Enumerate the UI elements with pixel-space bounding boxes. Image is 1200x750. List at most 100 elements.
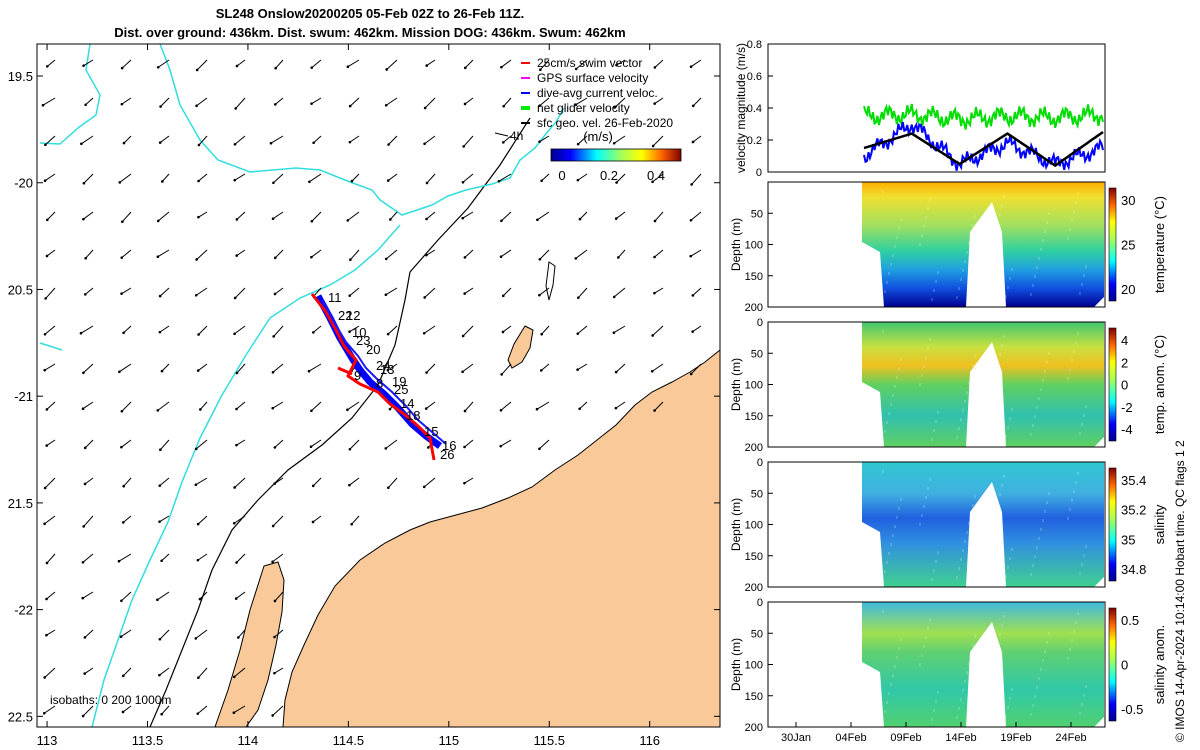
velocity-arrow-head — [273, 292, 277, 296]
map-xtick-label: 114.5 — [333, 733, 365, 748]
velocity-arrow — [579, 401, 588, 410]
section-texture — [999, 633, 1001, 636]
velocity-arrow-head — [424, 407, 428, 410]
section-texture — [1083, 414, 1085, 417]
section-texture — [925, 496, 927, 499]
velocity-arrow — [426, 249, 436, 256]
section-texture — [929, 198, 931, 201]
section-colorbar-tick-label: 0 — [1121, 658, 1128, 673]
section-texture — [1046, 641, 1048, 644]
velocity-arrow-head — [232, 675, 236, 679]
velocity-arrow-head — [43, 368, 47, 372]
velocity-arrow-head — [233, 332, 236, 336]
velocity-arrow — [423, 477, 436, 488]
velocity-arrow — [462, 211, 474, 219]
section-texture — [892, 254, 894, 257]
velocity-arrow-head — [237, 636, 240, 639]
velocity-arrow-head — [232, 711, 236, 714]
map-xtick-label: 113.5 — [132, 733, 164, 748]
velocity-arrow-head — [81, 407, 85, 410]
section-texture — [1048, 352, 1050, 355]
section-texture — [1085, 405, 1087, 408]
velocity-arrow — [196, 97, 208, 107]
velocity-arrow — [274, 591, 284, 602]
velocity-arrow — [198, 211, 208, 218]
section-texture — [896, 376, 898, 379]
velocity-arrow-head — [83, 446, 87, 450]
section-texture — [1009, 417, 1011, 420]
map-colorbar-title: (m/s) — [583, 129, 613, 144]
velocity-arrow — [616, 173, 626, 183]
section-texture — [1040, 668, 1042, 671]
velocity-arrow-head — [612, 295, 616, 299]
velocity-arrow-head — [272, 181, 275, 185]
velocity-arrow-head — [423, 142, 426, 146]
velocity-arrow-head — [81, 596, 85, 600]
velocity-arrow — [503, 97, 512, 107]
velocity-arrow — [539, 135, 550, 143]
section-texture — [1042, 659, 1044, 662]
velocity-arrow-head — [120, 66, 124, 70]
velocity-arrow-head — [43, 486, 47, 490]
velocity-arrow — [236, 553, 246, 563]
velocity-arrow — [46, 59, 56, 67]
velocity-arrow — [272, 363, 284, 373]
velocity-arrow-head — [122, 331, 125, 335]
section-texture — [1034, 555, 1036, 558]
velocity-arrow-head — [43, 522, 46, 526]
section-texture — [1011, 688, 1013, 691]
velocity-arrow — [236, 439, 246, 446]
velocity-arrow-head — [615, 181, 618, 184]
section-texture — [935, 700, 937, 703]
velocity-arrow-head — [576, 368, 579, 371]
velocity-arrow-head — [538, 140, 541, 143]
section-texture — [962, 409, 964, 412]
section-texture — [1030, 293, 1032, 296]
section-texture — [966, 531, 968, 534]
velocity-arrow-head — [653, 102, 656, 105]
velocity-arrow — [692, 325, 702, 332]
section-colorbar-tick-label: 35.2 — [1121, 503, 1146, 518]
velocity-arrow-head — [45, 561, 49, 565]
velocity-ytick-label: 0 — [756, 167, 762, 179]
velocity-arrow-head — [425, 64, 428, 67]
velocity-arrow-head — [156, 409, 160, 412]
velocity-arrow-head — [273, 446, 277, 449]
velocity-arrow — [234, 173, 246, 181]
section-xtick-label: 19Feb — [1000, 732, 1031, 744]
velocity-arrow — [426, 59, 436, 66]
velocity-arrow-head — [461, 334, 465, 338]
track-day-label: 8 — [376, 376, 383, 391]
velocity-arrow — [617, 249, 626, 258]
section-texture — [1032, 704, 1034, 707]
section-texture — [937, 551, 939, 554]
section-ytick-label: 200 — [745, 722, 763, 734]
section-texture — [886, 281, 888, 284]
velocity-arrow — [502, 135, 512, 143]
velocity-arrow — [274, 667, 284, 674]
velocity-arrow — [311, 249, 322, 258]
track-day-label: 9 — [354, 368, 361, 383]
velocity-arrow — [195, 439, 208, 450]
map-ytick-label: -21 — [14, 389, 33, 404]
velocity-arrow — [159, 439, 170, 451]
track-day-label: 25 — [394, 382, 408, 397]
velocity-arrow-head — [614, 406, 618, 410]
map-ytick-label: 20.5 — [8, 282, 33, 297]
section-texture — [923, 365, 925, 368]
velocity-arrow-head — [538, 293, 541, 297]
section-texture — [1044, 230, 1046, 233]
velocity-arrow-head — [539, 68, 542, 71]
section-ytick-label: 50 — [751, 628, 763, 640]
section-texture — [1046, 501, 1048, 504]
velocity-arrow-head — [41, 103, 45, 107]
velocity-arrow — [82, 705, 94, 717]
track-day-label: 19 — [392, 374, 406, 389]
section-texture — [964, 680, 966, 683]
legend-label: GPS surface velocity — [537, 71, 648, 85]
velocity-arrow-head — [235, 218, 239, 221]
velocity-arrow-head — [197, 215, 200, 219]
velocity-arrow — [310, 439, 322, 448]
velocity-arrow-head — [156, 65, 160, 69]
velocity-arrow-head — [425, 371, 428, 374]
